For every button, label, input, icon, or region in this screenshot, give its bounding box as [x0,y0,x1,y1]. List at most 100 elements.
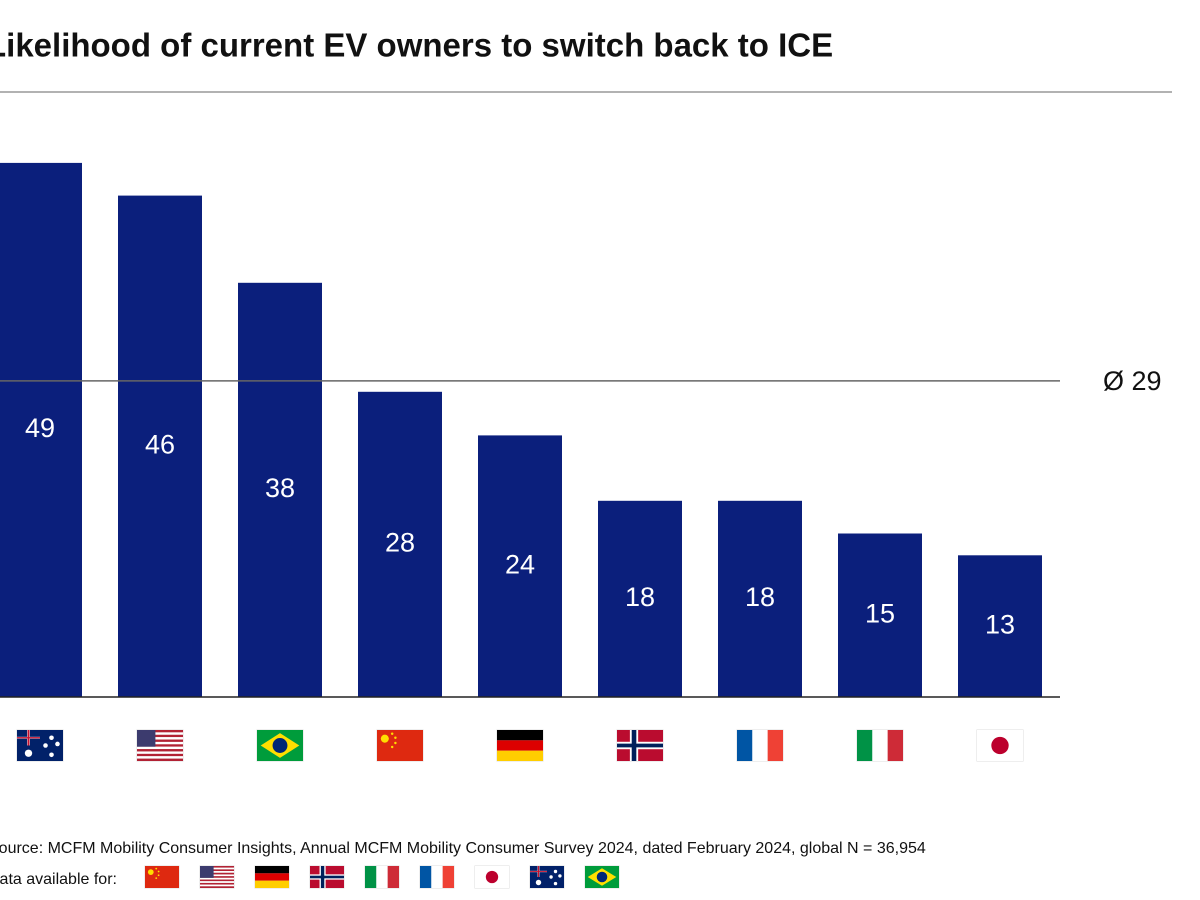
bar [958,555,1042,697]
flag-part [200,869,234,872]
bar [238,282,322,697]
flag-part [27,730,30,746]
flag-part [200,876,234,878]
value-label: 18 [625,582,655,612]
flag-part [137,730,156,747]
flag-part [137,746,183,750]
flag-part [365,866,377,888]
flag [529,865,565,889]
flag-part [137,732,183,735]
flag-part [420,866,432,888]
flag-part [255,880,289,888]
flag-part [155,867,158,870]
flag-part [200,867,234,870]
value-label: 24 [505,549,535,579]
flag-part [497,750,543,761]
flag-part [157,870,160,873]
flag-part [887,730,903,761]
flag-part [137,756,183,759]
flag-part [155,877,158,879]
flag-part [55,741,60,747]
flag-part [431,866,443,888]
flag-part [872,730,888,761]
flag-part [145,866,179,888]
flag-part [320,866,325,888]
flag-part [200,882,234,885]
flag-part [553,881,558,886]
flag-part [49,752,54,758]
flag-part [537,866,540,877]
bar [838,533,922,697]
flag [474,865,510,889]
flag-part [157,874,160,877]
flag-part [137,737,183,740]
bar [118,195,202,697]
flag [16,729,64,762]
flag-part [497,740,543,751]
flag [364,865,400,889]
flag-part [137,749,183,752]
flag-part [255,873,289,881]
reference-label: Ø 29 [1103,366,1162,396]
flag [584,865,620,889]
flag-part [991,736,1009,755]
flag [496,729,544,762]
bar [478,435,562,697]
flag-part [49,735,54,741]
flag-part [137,744,183,747]
bar [718,500,802,697]
flag-part [390,745,394,749]
flag [309,865,345,889]
flag-part [200,866,234,868]
flag-part [737,730,753,761]
flag-part [255,866,289,874]
flag-part [485,870,499,884]
flag-part [147,869,154,876]
flag-part [549,875,553,879]
flag-part [596,871,608,883]
flag-part [200,886,234,888]
flag [616,729,664,762]
flag-part [442,866,454,888]
bar [358,391,442,697]
flag-part [390,732,394,735]
flag-part [43,743,48,748]
flag-part [394,736,397,739]
flag-part [767,730,783,761]
flag-part [752,730,768,761]
flag [856,729,904,762]
flag-part [310,875,344,879]
flag [419,865,455,889]
flag-part [200,866,214,878]
flag-part [535,879,542,886]
flag-part [137,758,183,761]
flag-part [617,743,663,748]
value-label: 18 [745,582,775,612]
flag [136,729,184,762]
flag-part [857,730,873,761]
flag-part [200,879,234,882]
flag-part [553,869,558,874]
flag-part [377,730,423,761]
flag-part [24,749,33,757]
flag-part [631,730,637,761]
flag-part [497,730,543,741]
flag [199,865,235,889]
source-note: Source: MCFM Mobility Consumer Insights,… [0,840,926,857]
flag-part [200,877,234,880]
flag [736,729,784,762]
flag [976,729,1024,762]
bar [598,500,682,697]
flag-part [394,741,397,745]
flag-part [200,884,234,887]
value-label: 38 [265,473,295,503]
flag-part [200,872,234,875]
bar [0,162,82,697]
value-label: 13 [985,609,1015,639]
flag-part [137,751,183,754]
value-label: 28 [385,528,415,558]
value-label: 49 [25,413,55,443]
flag [256,729,304,762]
flag-part [17,730,63,761]
